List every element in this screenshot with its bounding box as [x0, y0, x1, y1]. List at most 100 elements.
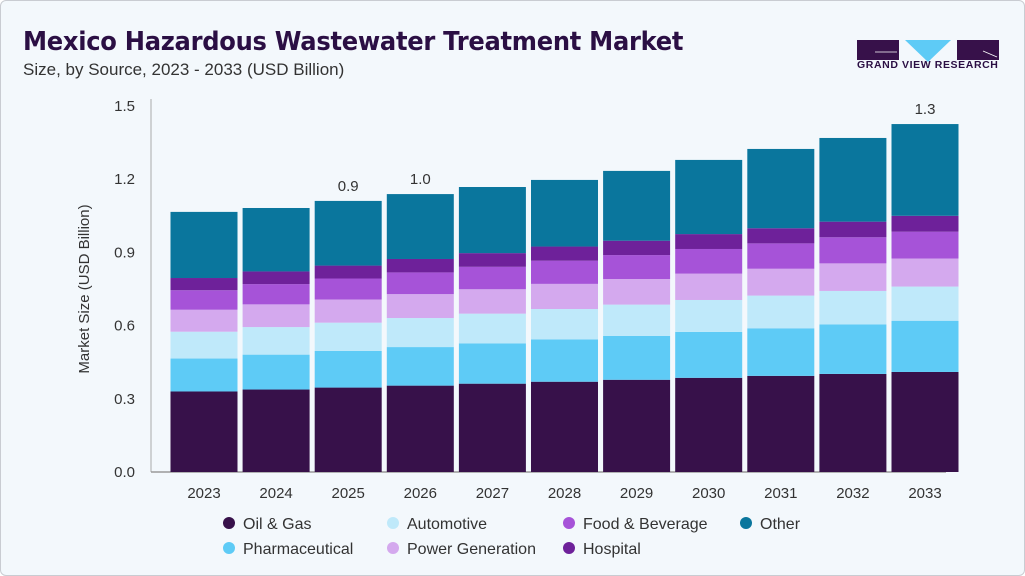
x-tick-label: 2030 — [692, 485, 725, 502]
bar-power-generation-2025 — [314, 299, 382, 323]
bar-hospital-2026 — [386, 258, 454, 273]
bar-food-beverage-2031 — [747, 243, 815, 269]
x-tick-label: 2025 — [332, 485, 365, 502]
bar-power-generation-2032 — [819, 263, 887, 291]
bar-automotive-2025 — [314, 322, 382, 351]
bar-hospital-2029 — [603, 240, 671, 256]
chart-title: Mexico Hazardous Wastewater Treatment Ma… — [23, 27, 684, 57]
bar-hospital-2023 — [170, 278, 238, 291]
bar-food-beverage-2025 — [314, 278, 382, 300]
bar-oil-gas-2025 — [314, 387, 382, 472]
bar-other-2027 — [458, 187, 526, 254]
x-tick-label: 2029 — [620, 485, 653, 502]
x-tick-label: 2032 — [836, 485, 869, 502]
bar-pharmaceutical-2026 — [386, 347, 454, 386]
bar-oil-gas-2026 — [386, 385, 454, 472]
bar-hospital-2025 — [314, 265, 382, 279]
bar-automotive-2031 — [747, 295, 815, 329]
bar-food-beverage-2023 — [170, 290, 238, 310]
logo-text: GRAND VIEW RESEARCH — [857, 59, 999, 71]
bar-power-generation-2029 — [603, 278, 671, 305]
legend-marker — [387, 517, 399, 529]
y-tick-label: 0.6 — [114, 318, 135, 335]
bar-oil-gas-2032 — [819, 373, 887, 472]
x-tick-label: 2027 — [476, 485, 509, 502]
legend-marker — [223, 542, 235, 554]
total-data-label: 0.9 — [338, 178, 359, 195]
bar-oil-gas-2029 — [603, 379, 671, 472]
legend-label: Hospital — [583, 541, 641, 558]
y-tick-label: 0.9 — [114, 244, 135, 261]
chart-subtitle: Size, by Source, 2023 - 2033 (USD Billio… — [23, 60, 345, 79]
bar-food-beverage-2024 — [242, 284, 310, 305]
legend-label: Other — [760, 516, 801, 533]
bar-automotive-2032 — [819, 290, 887, 325]
bar-oil-gas-2024 — [242, 389, 310, 472]
legend-marker — [740, 517, 752, 529]
grand-view-research-logo — [857, 40, 999, 62]
y-tick-label: 0.3 — [114, 391, 135, 408]
bar-other-2024 — [242, 207, 310, 272]
bar-power-generation-2028 — [531, 283, 598, 310]
bar-automotive-2030 — [675, 299, 743, 332]
legend-label: Power Generation — [407, 541, 536, 558]
x-tick-label: 2024 — [259, 485, 292, 502]
bar-oil-gas-2031 — [747, 375, 815, 472]
bar-automotive-2029 — [603, 304, 671, 336]
bar-food-beverage-2033 — [891, 231, 959, 259]
bar-other-2028 — [531, 179, 598, 247]
bar-pharmaceutical-2031 — [747, 328, 815, 376]
bar-oil-gas-2033 — [891, 371, 959, 472]
x-tick-label: 2026 — [404, 485, 437, 502]
bar-other-2025 — [314, 200, 382, 266]
bar-oil-gas-2028 — [531, 381, 598, 472]
bar-food-beverage-2028 — [531, 260, 598, 284]
bar-hospital-2031 — [747, 228, 815, 244]
y-tick-label: 1.2 — [114, 171, 135, 188]
bar-power-generation-2024 — [242, 304, 310, 328]
bar-pharmaceutical-2025 — [314, 350, 382, 388]
x-tick-label: 2023 — [187, 485, 220, 502]
bar-automotive-2023 — [170, 331, 238, 359]
bar-hospital-2033 — [891, 215, 959, 232]
bar-pharmaceutical-2027 — [458, 343, 526, 384]
legend-label: Food & Beverage — [583, 516, 708, 533]
legend-marker — [563, 542, 575, 554]
legend-label: Automotive — [407, 516, 487, 533]
bar-pharmaceutical-2032 — [819, 324, 887, 374]
y-tick-label: 1.5 — [114, 98, 135, 115]
bar-power-generation-2026 — [386, 294, 454, 319]
bar-pharmaceutical-2024 — [242, 354, 310, 390]
bar-power-generation-2030 — [675, 273, 743, 300]
bar-oil-gas-2023 — [170, 391, 238, 472]
bar-automotive-2028 — [531, 309, 598, 340]
bar-other-2031 — [747, 148, 815, 229]
bar-food-beverage-2032 — [819, 237, 887, 264]
x-tick-label: 2033 — [908, 485, 941, 502]
bar-other-2032 — [819, 137, 887, 222]
total-data-label: 1.3 — [915, 101, 936, 118]
bar-hospital-2024 — [242, 271, 310, 285]
bar-other-2030 — [675, 159, 743, 235]
legend-marker — [223, 517, 235, 529]
legend-label: Oil & Gas — [243, 516, 311, 533]
bar-other-2026 — [386, 194, 454, 259]
bar-automotive-2024 — [242, 327, 310, 355]
bar-food-beverage-2027 — [458, 266, 526, 290]
bar-hospital-2032 — [819, 221, 887, 238]
bar-other-2023 — [170, 211, 238, 279]
total-data-label: 1.0 — [410, 171, 431, 188]
bar-oil-gas-2027 — [458, 383, 526, 472]
bar-pharmaceutical-2028 — [531, 339, 598, 382]
bar-power-generation-2033 — [891, 258, 959, 287]
x-tick-label: 2031 — [764, 485, 797, 502]
bar-food-beverage-2029 — [603, 255, 671, 279]
bar-oil-gas-2030 — [675, 377, 743, 472]
bar-pharmaceutical-2033 — [891, 320, 959, 372]
bar-hospital-2027 — [458, 253, 526, 267]
bar-pharmaceutical-2023 — [170, 358, 238, 392]
legend-label: Pharmaceutical — [243, 541, 353, 558]
legend-marker — [563, 517, 575, 529]
